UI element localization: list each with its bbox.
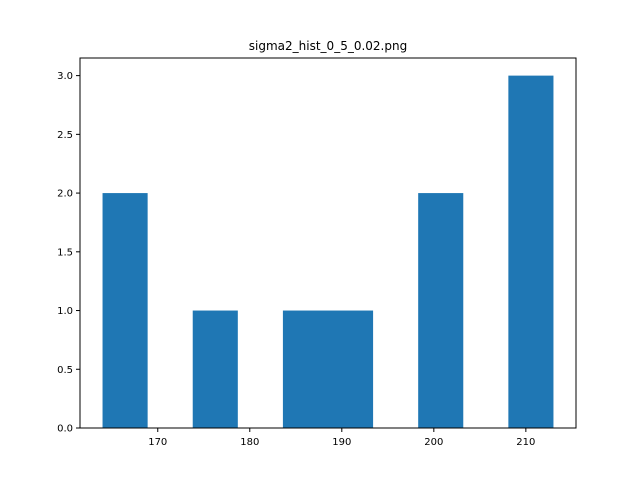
y-tick-label: 0.5 (57, 365, 73, 376)
ticks-layer: 170 180 190 200 210 0.0 0.5 1.0 1.5 2.0 2.5 3.0 (57, 71, 535, 448)
x-tick-label: 170 (148, 437, 167, 448)
x-tick-label: 180 (240, 437, 259, 448)
chart-title: sigma2_hist_0_5_0.02.png (249, 39, 407, 53)
histogram-bar-5 (328, 310, 374, 428)
y-tick-label: 3.0 (57, 71, 73, 82)
y-tick-label: 2.0 (57, 189, 73, 200)
y-tick-label: 1.5 (57, 247, 73, 258)
histogram-bar-4 (282, 310, 328, 428)
histogram-bar-0 (102, 193, 148, 428)
x-tick-label: 200 (424, 437, 443, 448)
histogram-bar-9 (508, 75, 554, 428)
y-tick-label: 0.0 (57, 424, 73, 435)
bars-layer (102, 75, 554, 428)
x-tick-label: 210 (516, 437, 535, 448)
histogram-bar-7 (418, 193, 464, 428)
x-tick-label: 190 (332, 437, 351, 448)
y-tick-label: 2.5 (57, 130, 73, 141)
y-tick-label: 1.0 (57, 306, 73, 317)
histogram-bar-2 (192, 310, 238, 428)
axes-frame (79, 57, 577, 429)
